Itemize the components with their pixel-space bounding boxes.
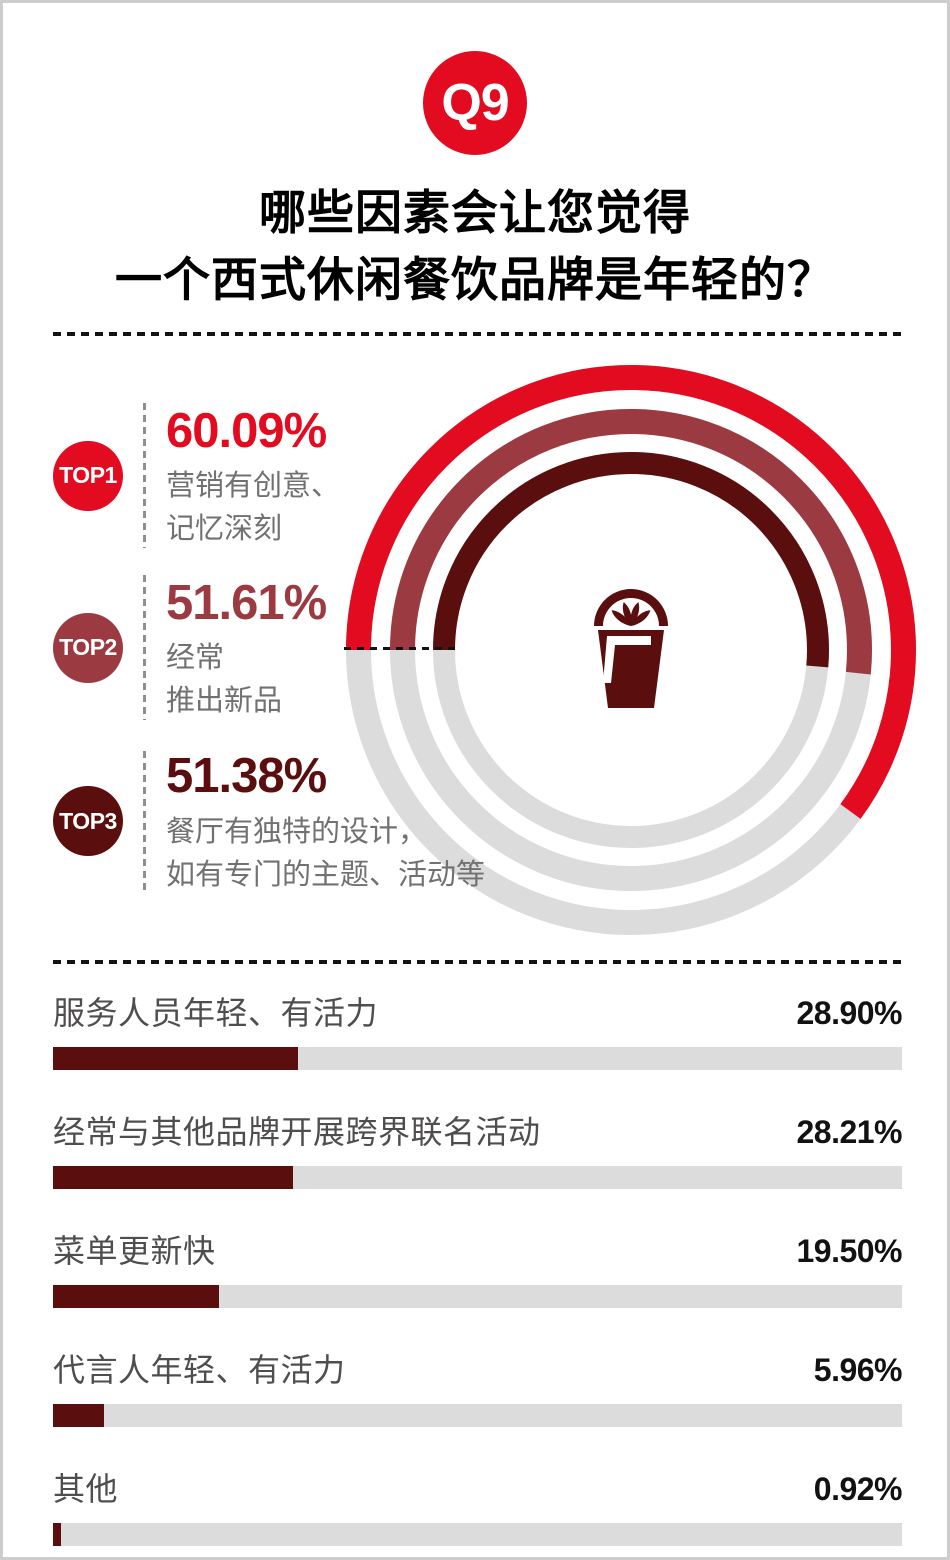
bar-fill [53, 1166, 293, 1189]
bar-value: 28.90% [796, 995, 902, 1031]
bar-label: 经常与其他品牌开展跨界联名活动 [53, 1114, 541, 1150]
bar-track [53, 1166, 902, 1189]
top1-description: 营销有创意、 记忆深刻 [166, 470, 341, 546]
bar-row: 菜单更新快 19.50% [53, 1226, 902, 1308]
top1-item: TOP1 60.09% 营销有创意、 记忆深刻 [53, 403, 340, 548]
bar-row: 代言人年轻、有活力 5.96% [53, 1345, 903, 1427]
bar-label: 代言人年轻、有活力 [53, 1352, 346, 1388]
bar-row: 其他 0.92% [53, 1464, 903, 1546]
bar-fill [53, 1404, 104, 1427]
top2-item: TOP2 51.61% 经常 推出新品 [53, 575, 327, 720]
question-number: Q9 [441, 74, 509, 132]
top2-description: 经常 推出新品 [166, 642, 283, 718]
top1-dashed-separator [143, 403, 146, 548]
bar-label: 菜单更新快 [53, 1233, 216, 1269]
question-number-badge: Q9 [423, 51, 527, 155]
top3-badge: TOP3 [53, 786, 123, 856]
dashed-divider-top [53, 332, 902, 336]
bar-label: 其他 [53, 1471, 119, 1507]
top3-item: TOP3 51.38% 餐厅有独特的设计， 如有专门的主题、活动等 [53, 749, 485, 891]
bar-fill [53, 1285, 219, 1308]
bar-row: 经常与其他品牌开展跨界联名活动 28.21% [53, 1107, 902, 1189]
bar-track [53, 1285, 902, 1308]
top2-badge: TOP2 [53, 612, 123, 683]
citrus-petals [611, 602, 651, 626]
drink-glass-icon [594, 589, 668, 708]
title-line-2: 一个西式休闲餐饮品牌是年轻的？ [115, 253, 835, 306]
bar-fill [53, 1047, 299, 1070]
bar-label: 服务人员年轻、有活力 [53, 995, 379, 1031]
top2-rank-label: TOP2 [59, 634, 117, 660]
bar-value: 5.96% [813, 1352, 903, 1388]
bar-track [53, 1047, 902, 1070]
bar-value: 28.21% [796, 1114, 902, 1150]
top1-value: 60.09% [166, 403, 327, 458]
bar-fill [53, 1523, 61, 1546]
top3-dashed-separator [143, 751, 146, 891]
bar-row: 服务人员年轻、有活力 28.90% [53, 988, 902, 1070]
page-title: 哪些因素会让您觉得 一个西式休闲餐饮品牌是年轻的？ [3, 179, 947, 313]
top1-badge: TOP1 [53, 440, 123, 511]
bar-value: 19.50% [796, 1233, 902, 1269]
bar-track [53, 1523, 902, 1546]
top2-dashed-separator [143, 575, 146, 720]
top2-value: 51.61% [166, 575, 327, 630]
top3-description: 餐厅有独特的设计， 如有专门的主题、活动等 [166, 815, 486, 891]
bar-chart: 服务人员年轻、有活力 28.90% 经常与其他品牌开展跨界联名活动 28.21%… [53, 988, 903, 1557]
top3-rank-label: TOP3 [59, 807, 117, 834]
arc-start-dashed-marker [344, 647, 458, 650]
title-line-1: 哪些因素会让您觉得 [259, 186, 691, 239]
dashed-divider-bottom [53, 960, 902, 964]
top1-rank-label: TOP1 [59, 462, 117, 488]
top3-value: 51.38% [166, 749, 327, 804]
bar-value: 0.92% [813, 1471, 903, 1507]
bar-track [53, 1404, 902, 1427]
